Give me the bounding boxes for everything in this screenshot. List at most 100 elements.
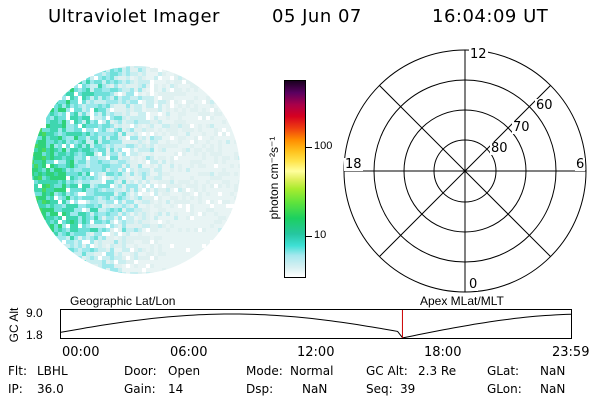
uv-pixel xyxy=(202,140,206,144)
uv-pixel xyxy=(158,108,162,112)
uv-pixel xyxy=(234,172,238,176)
uv-pixel xyxy=(234,184,238,188)
uv-pixel xyxy=(94,240,98,244)
uv-pixel xyxy=(178,240,182,244)
uv-pixel xyxy=(206,104,210,108)
uv-pixel xyxy=(190,172,194,176)
uv-pixel xyxy=(234,160,238,164)
uv-pixel xyxy=(82,88,86,92)
uv-pixel xyxy=(218,216,222,220)
uv-pixel xyxy=(42,152,46,156)
uv-pixel xyxy=(162,232,166,236)
uv-pixel xyxy=(210,212,214,216)
uv-pixel xyxy=(202,236,206,240)
uv-pixel xyxy=(142,156,146,160)
uv-pixel xyxy=(66,156,70,160)
uv-pixel xyxy=(242,176,246,180)
uv-pixel xyxy=(174,212,178,216)
uv-pixel xyxy=(50,132,54,136)
uv-pixel xyxy=(46,224,50,228)
uv-pixel xyxy=(62,92,66,96)
uv-pixel xyxy=(230,120,234,124)
uv-pixel xyxy=(238,176,240,180)
uv-pixel xyxy=(174,140,178,144)
uv-pixel xyxy=(102,72,106,76)
uv-pixel xyxy=(190,152,194,156)
uv-pixel xyxy=(142,172,146,176)
uv-pixel xyxy=(206,164,210,168)
uv-pixel xyxy=(54,116,58,120)
uv-pixel xyxy=(110,132,114,136)
uv-pixel xyxy=(138,196,142,200)
dsp-value: NaN xyxy=(302,382,328,396)
uv-pixel xyxy=(154,80,158,84)
uv-pixel xyxy=(194,168,198,172)
uv-pixel xyxy=(190,188,194,192)
uv-pixel xyxy=(98,156,102,160)
uv-pixel xyxy=(110,196,114,200)
uv-pixel xyxy=(86,128,90,132)
uv-pixel xyxy=(94,200,98,204)
uv-pixel xyxy=(206,216,210,220)
uv-pixel xyxy=(142,168,146,172)
uv-pixel xyxy=(42,144,46,148)
uv-pixel xyxy=(70,100,74,104)
uv-pixel xyxy=(114,204,118,208)
uv-pixel xyxy=(222,168,226,172)
uv-pixel xyxy=(222,232,226,236)
uv-pixel xyxy=(50,108,54,112)
uv-pixel xyxy=(122,120,126,124)
uv-pixel xyxy=(54,124,58,128)
uv-pixel xyxy=(206,172,210,176)
uv-pixel xyxy=(166,144,170,148)
uv-pixel xyxy=(162,264,166,268)
uv-pixel xyxy=(62,180,66,184)
uv-pixel xyxy=(114,156,118,160)
uv-pixel xyxy=(198,168,202,172)
uv-pixel xyxy=(58,132,62,136)
uv-pixel xyxy=(86,96,90,100)
uv-pixel xyxy=(150,244,154,248)
uv-pixel xyxy=(138,256,142,260)
uv-pixel xyxy=(210,112,214,116)
uv-pixel xyxy=(198,208,202,212)
uv-pixel xyxy=(78,128,82,132)
uv-pixel xyxy=(166,212,170,216)
uv-pixel xyxy=(206,124,210,128)
uv-pixel xyxy=(126,120,130,124)
uv-pixel xyxy=(126,212,130,216)
uv-pixel xyxy=(166,168,170,172)
uv-pixel xyxy=(66,168,70,172)
uv-pixel xyxy=(114,92,118,96)
uv-pixel xyxy=(122,260,126,264)
uv-pixel xyxy=(210,224,214,228)
uv-pixel xyxy=(126,224,130,228)
uv-pixel xyxy=(158,244,162,248)
uv-pixel xyxy=(86,244,90,248)
uv-pixel xyxy=(90,184,94,188)
uv-pixel xyxy=(90,140,94,144)
uv-pixel xyxy=(74,200,78,204)
uv-pixel xyxy=(118,152,122,156)
uv-pixel xyxy=(226,172,230,176)
uv-pixel xyxy=(122,76,126,80)
uv-pixel xyxy=(130,204,134,208)
uv-pixel xyxy=(126,204,130,208)
uv-pixel xyxy=(126,104,130,108)
uv-pixel xyxy=(122,88,126,92)
uv-pixel xyxy=(118,160,122,164)
uv-pixel xyxy=(194,136,198,140)
uv-pixel xyxy=(210,96,214,100)
uv-pixel xyxy=(218,116,222,120)
uv-pixel xyxy=(226,148,230,152)
uv-pixel xyxy=(46,160,50,164)
time-axis: 00:00 06:00 12:00 18:00 23:59 xyxy=(0,345,600,360)
uv-pixel xyxy=(118,260,122,264)
uv-pixel xyxy=(162,136,166,140)
uv-pixel xyxy=(58,232,62,236)
uv-pixel xyxy=(178,180,182,184)
uv-pixel xyxy=(206,148,210,152)
uv-pixel xyxy=(54,200,58,204)
uv-pixel xyxy=(130,172,134,176)
uv-pixel xyxy=(178,208,182,212)
